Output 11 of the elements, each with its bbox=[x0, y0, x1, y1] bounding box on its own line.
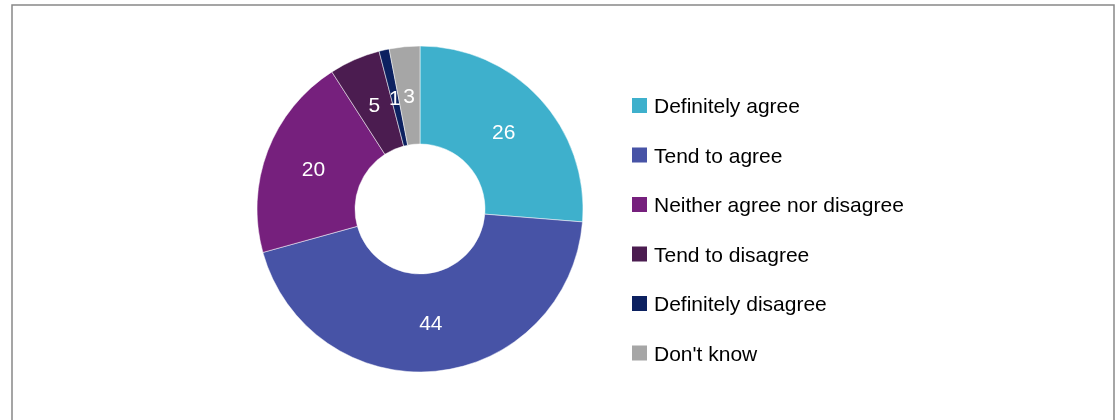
legend-label: Don't know bbox=[654, 341, 759, 365]
data-label: 26 bbox=[492, 120, 516, 143]
legend-label: Definitely disagree bbox=[654, 292, 827, 316]
legend-label: Neither agree nor disagree bbox=[654, 193, 904, 217]
data-label: 20 bbox=[301, 156, 326, 180]
data-label: 3 bbox=[403, 83, 416, 107]
legend-label: Tend to agree bbox=[654, 143, 783, 167]
legend-label: Definitely agree bbox=[654, 94, 800, 118]
data-label: 5 bbox=[368, 92, 381, 116]
data-label: 44 bbox=[419, 310, 443, 334]
legend-label: Tend to disagree bbox=[654, 242, 810, 266]
